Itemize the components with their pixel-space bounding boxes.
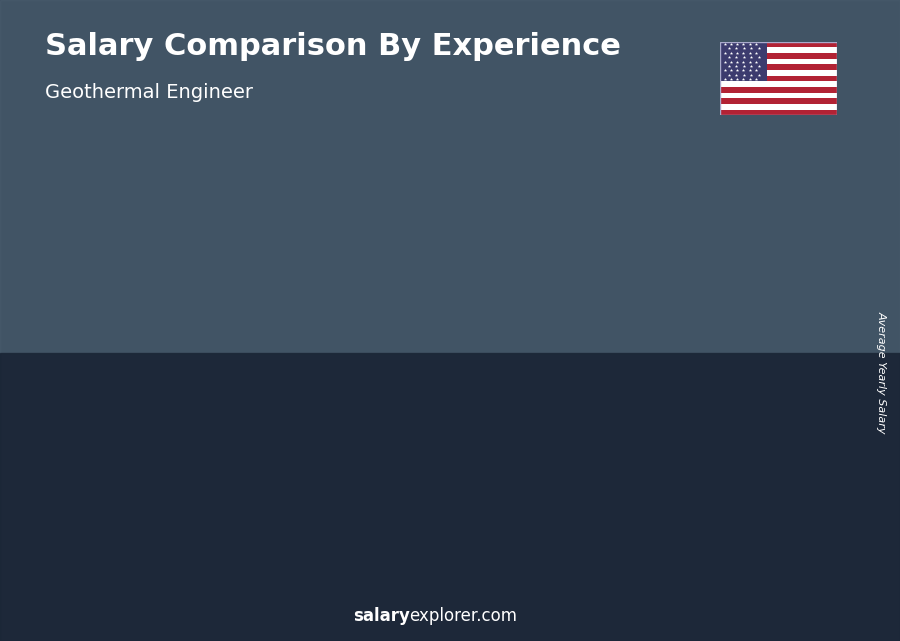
Text: 20+ Years: 20+ Years: [714, 580, 807, 598]
Bar: [472, 290, 538, 299]
Bar: [472, 290, 538, 558]
Text: +34%: +34%: [157, 360, 214, 378]
Text: 55,400 USD: 55,400 USD: [86, 426, 165, 439]
Text: 109,000 USD: 109,000 USD: [341, 319, 428, 331]
Bar: [344, 338, 410, 345]
Text: 5 to 10: 5 to 10: [345, 580, 410, 598]
Text: +8%: +8%: [673, 193, 719, 211]
Bar: [720, 110, 837, 115]
Bar: [720, 59, 837, 64]
Bar: [720, 70, 837, 76]
Bar: [599, 266, 666, 558]
Bar: [344, 338, 410, 558]
Text: 133,000 USD: 133,000 USD: [469, 271, 556, 283]
Bar: [0, 353, 900, 641]
Text: +9%: +9%: [546, 217, 591, 235]
Text: 10 to 15: 10 to 15: [466, 580, 544, 598]
Text: +22%: +22%: [412, 241, 470, 259]
Text: 145,000 USD: 145,000 USD: [597, 246, 684, 259]
Bar: [88, 446, 155, 558]
Bar: [720, 42, 837, 47]
Text: 2 to 5: 2 to 5: [222, 580, 276, 598]
Text: explorer.com: explorer.com: [410, 607, 518, 625]
Bar: [720, 53, 837, 59]
Text: 157,000 USD: 157,000 USD: [716, 222, 804, 235]
Text: < 2 Years: < 2 Years: [77, 580, 166, 598]
Text: 74,000 USD: 74,000 USD: [213, 389, 292, 402]
Bar: [727, 242, 794, 252]
Text: Salary Comparison By Experience: Salary Comparison By Experience: [45, 32, 621, 61]
Text: salary: salary: [353, 607, 410, 625]
Text: Geothermal Engineer: Geothermal Engineer: [45, 83, 253, 103]
Bar: [720, 47, 837, 53]
Bar: [720, 104, 837, 110]
Bar: [727, 242, 794, 558]
Bar: [88, 446, 155, 450]
Bar: [720, 64, 837, 70]
Text: +48%: +48%: [284, 289, 342, 307]
Text: Average Yearly Salary: Average Yearly Salary: [877, 310, 886, 433]
Bar: [720, 81, 837, 87]
Bar: [720, 76, 837, 81]
Bar: [720, 42, 767, 81]
Bar: [720, 93, 837, 98]
Bar: [599, 266, 666, 275]
Bar: [0, 0, 900, 353]
Bar: [720, 98, 837, 104]
Bar: [720, 87, 837, 93]
Bar: [216, 409, 283, 413]
Bar: [216, 409, 283, 558]
Text: 15 to 20: 15 to 20: [594, 580, 671, 598]
